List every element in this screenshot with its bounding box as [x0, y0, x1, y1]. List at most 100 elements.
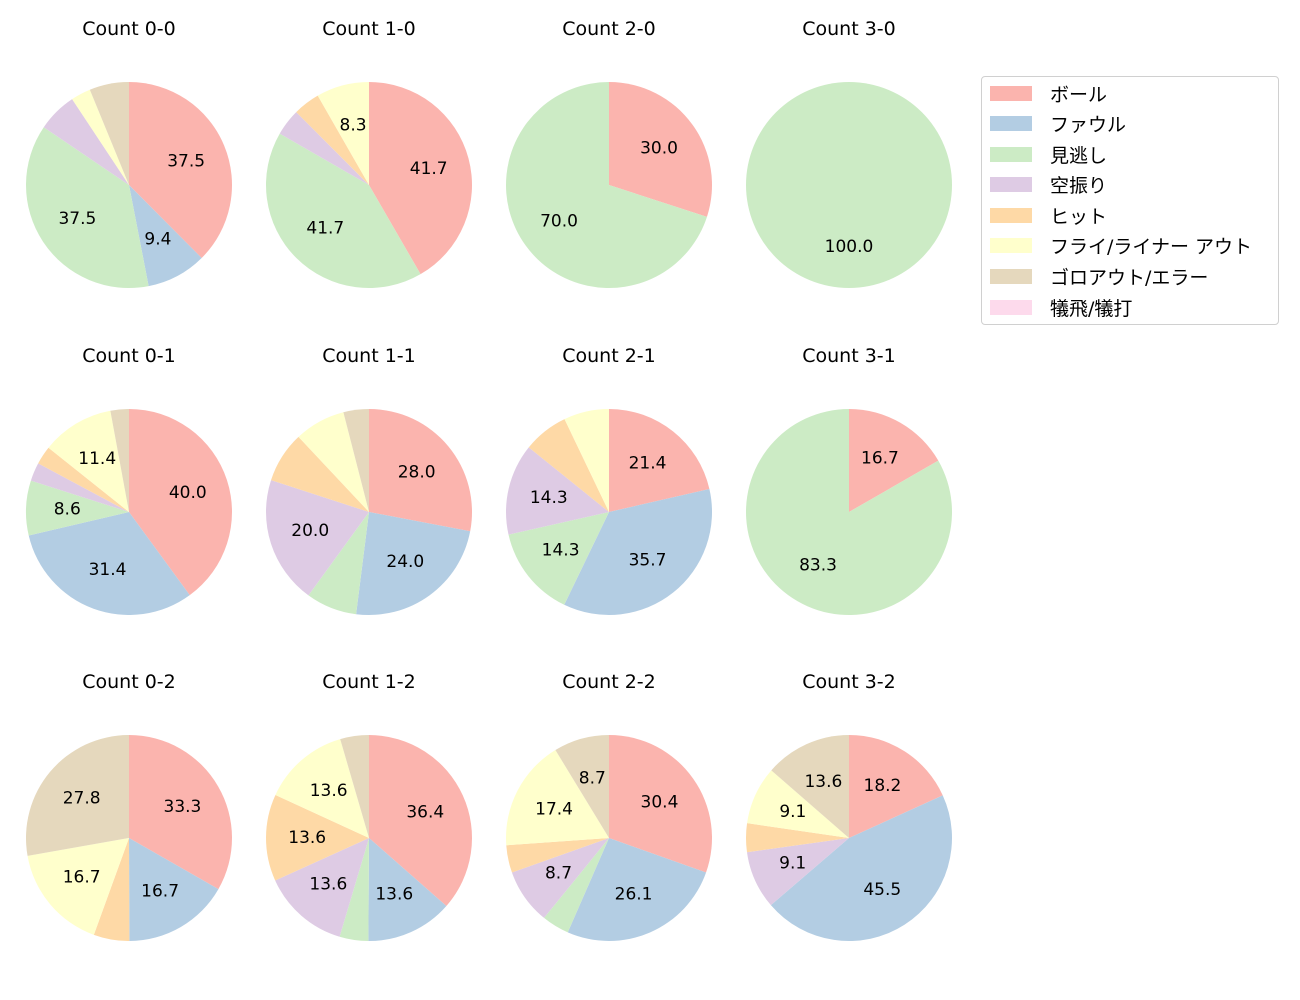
pie-value-label: 8.7	[579, 768, 606, 788]
pie-slice	[746, 409, 952, 615]
pie-value-label: 8.6	[54, 500, 81, 520]
legend-swatch	[990, 85, 1032, 101]
pie-slice	[48, 410, 129, 512]
pie-title: Count 2-2	[562, 671, 656, 693]
pie-slice	[26, 127, 149, 289]
pie-slice	[275, 739, 369, 838]
pie-slice	[279, 112, 369, 185]
legend: ボール ファウル 見逃し 空振り ヒット フライ/ライナー アウト ゴロアウト/…	[981, 76, 1279, 325]
pie-value-label: 18.2	[864, 776, 902, 796]
pie-value-label: 83.3	[799, 555, 837, 575]
pie-title: Count 1-1	[322, 345, 416, 367]
pie-value-label: 24.0	[386, 552, 424, 572]
legend-swatch	[990, 237, 1032, 253]
pie-value-label: 33.3	[164, 797, 202, 817]
pie-count-0-1: Count 0-1 40.0 31.4 8.6 11.4	[26, 345, 232, 615]
legend-label: ファウル	[1050, 113, 1127, 136]
pie-title: Count 3-0	[802, 18, 896, 40]
legend-item-hit: ヒット	[990, 203, 1107, 228]
pie-slice	[746, 82, 952, 288]
pie-slice	[28, 512, 190, 615]
pie-slice	[129, 185, 202, 287]
pie-count-3-2: Count 3-2 18.2 45.5 9.1 9.1 13.6	[746, 671, 952, 941]
pie-count-1-0: Count 1-0 41.7 41.7 8.3	[266, 18, 472, 288]
pie-value-label: 41.7	[306, 219, 344, 239]
pie-title: Count 0-0	[82, 18, 176, 40]
pie-value-label: 41.7	[410, 159, 448, 179]
pie-count-3-1: Count 3-1 16.7 83.3	[746, 345, 952, 615]
pie-value-label: 14.3	[542, 540, 580, 560]
pie-slice	[266, 794, 369, 881]
pie-title: Count 0-1	[82, 345, 176, 367]
legend-label: 見逃し	[1050, 144, 1108, 167]
pie-slice	[89, 82, 129, 185]
pie-slice	[266, 133, 421, 288]
pie-value-label: 16.7	[63, 868, 101, 888]
pie-slice	[356, 512, 471, 615]
pie-slice	[506, 838, 609, 873]
pie-slice	[339, 838, 369, 941]
pie-title: Count 2-1	[562, 345, 656, 367]
pie-count-3-0: Count 3-0 100.0	[746, 18, 952, 288]
pie-value-label: 17.4	[535, 800, 573, 820]
pie-slice	[555, 735, 609, 838]
pie-value-label: 13.6	[309, 875, 347, 895]
legend-label: ボール	[1050, 83, 1108, 106]
pie-value-label: 16.7	[141, 881, 179, 901]
pie-slice	[564, 489, 713, 615]
pie-slice	[567, 838, 707, 941]
legend-item-swinging-strike: 空振り	[990, 172, 1108, 197]
legend-swatch	[990, 146, 1032, 162]
legend-swatch	[990, 115, 1032, 131]
pie-value-label: 13.6	[804, 772, 842, 792]
pie-value-label: 45.5	[863, 880, 901, 900]
pie-value-label: 13.6	[375, 884, 413, 904]
pie-slice	[746, 823, 849, 853]
legend-item-ground-out-error: ゴロアウト/エラー	[990, 264, 1208, 289]
pie-value-label: 8.3	[340, 115, 367, 135]
legend-swatch	[990, 299, 1032, 315]
pie-title: Count 0-2	[82, 671, 176, 693]
pie-count-1-1: Count 1-1 28.0 24.0 20.0	[266, 345, 472, 615]
pie-title: Count 3-2	[802, 671, 896, 693]
pie-value-label: 20.0	[291, 521, 329, 541]
pie-slice	[129, 838, 219, 941]
pie-slice	[296, 95, 369, 185]
pie-slice	[266, 480, 369, 596]
pie-slice	[26, 480, 130, 536]
pie-title: Count 2-0	[562, 18, 656, 40]
legend-item-ball: ボール	[990, 81, 1108, 106]
pie-slice	[38, 447, 129, 512]
pie-slice	[308, 512, 369, 615]
pie-value-label: 36.4	[406, 803, 444, 823]
pie-slice	[771, 735, 849, 838]
pie-slice	[609, 409, 710, 512]
legend-swatch	[990, 176, 1032, 192]
pie-slice	[343, 409, 369, 512]
pie-value-label: 35.7	[629, 550, 667, 570]
pie-value-label: 31.4	[89, 560, 127, 580]
pie-slice	[506, 447, 609, 535]
pie-slice	[129, 409, 232, 596]
pie-title: Count 3-1	[802, 345, 896, 367]
pie-value-label: 100.0	[825, 237, 874, 257]
pie-value-label: 27.8	[63, 788, 101, 808]
pie-count-2-0: Count 2-0 30.0 70.0	[506, 18, 712, 289]
pie-slice	[110, 409, 129, 512]
pie-slice	[93, 838, 130, 942]
pie-slice	[511, 838, 609, 918]
pie-slice	[770, 795, 952, 941]
pie-value-label: 70.0	[540, 211, 578, 231]
pie-value-label: 30.4	[641, 792, 679, 812]
legend-item-called-strike: 見逃し	[990, 142, 1108, 167]
legend-item-fly-liner-out: フライ/ライナー アウト	[990, 233, 1252, 258]
pie-value-label: 13.6	[310, 781, 348, 801]
legend-label: 空振り	[1050, 174, 1108, 197]
pie-value-label: 8.7	[545, 864, 572, 884]
pie-value-label: 40.0	[169, 483, 207, 503]
pie-slice	[298, 412, 369, 512]
pie-slice	[27, 838, 129, 935]
pie-count-0-0: Count 0-0 37.5 9.4 37.5	[26, 18, 232, 289]
pie-value-label: 11.4	[78, 449, 116, 469]
pie-value-label: 21.4	[629, 454, 667, 474]
